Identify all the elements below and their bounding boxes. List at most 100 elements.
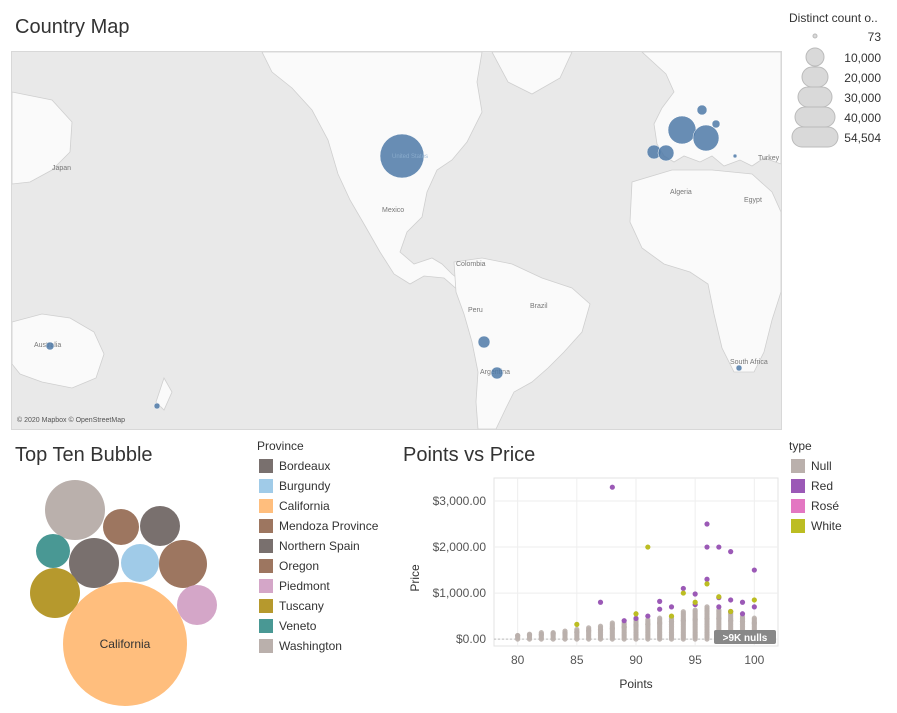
- scatter-point: [562, 630, 568, 636]
- bubble-france[interactable]: [667, 115, 697, 145]
- label-egypt: Egypt: [744, 197, 762, 204]
- scatter-point: [538, 631, 544, 638]
- province-swatch[interactable]: [259, 599, 273, 613]
- province-legend-label[interactable]: Bordeaux: [279, 459, 331, 473]
- asia-landmass: [12, 91, 73, 185]
- scatter-point: [739, 619, 746, 625]
- province-swatch[interactable]: [259, 559, 273, 573]
- province-legend-label[interactable]: California: [279, 499, 330, 513]
- bubble-australia[interactable]: [45, 341, 55, 351]
- province-legend-label[interactable]: Washington: [279, 639, 342, 653]
- scatter-point: [657, 615, 663, 621]
- y-axis-label: Price: [408, 564, 422, 592]
- scatter-point: [621, 624, 627, 630]
- bubble-veneto[interactable]: [36, 534, 70, 568]
- label-turkey: Turkey: [758, 155, 780, 162]
- label-algeria: Algeria: [670, 189, 692, 196]
- bubble-greece[interactable]: [732, 153, 738, 159]
- province-legend-label[interactable]: Mendoza Province: [279, 519, 379, 533]
- map-canvas[interactable]: Japan Mexico Colombia Peru Brazil Austra…: [12, 52, 781, 429]
- size-value-5: 54,504: [844, 131, 881, 145]
- province-swatch[interactable]: [259, 639, 273, 653]
- province-swatch[interactable]: [259, 519, 273, 533]
- bubble-burgundy[interactable]: [121, 544, 159, 582]
- scatter-point: [609, 484, 615, 490]
- scatter-point: [704, 521, 710, 527]
- province-swatch[interactable]: [259, 579, 273, 593]
- x-tick-label: 85: [570, 653, 584, 667]
- scatter-plot[interactable]: 80 85 90 95 100 $0.00 $1,000.00 $2,000.00 $3,000…: [400, 470, 785, 706]
- bubble-oregon[interactable]: [159, 540, 207, 588]
- province-legend-label[interactable]: Veneto: [279, 619, 317, 633]
- bubble-chile[interactable]: [477, 335, 491, 349]
- australia-landmass: [12, 313, 105, 389]
- bubble-austria[interactable]: [711, 119, 721, 129]
- scatter-point: [704, 581, 710, 587]
- scatter-point: [728, 597, 734, 603]
- scatter-point: [586, 628, 592, 634]
- type-legend-label[interactable]: Rosé: [811, 499, 840, 513]
- bubble-new-zealand[interactable]: [153, 402, 161, 410]
- scatter-point: [633, 615, 639, 621]
- bubble-italy[interactable]: [692, 124, 720, 152]
- x-tick-label: 90: [629, 653, 643, 667]
- x-tick-label: 100: [744, 653, 764, 667]
- bubble-washington[interactable]: [45, 480, 105, 540]
- bubble-bordeaux[interactable]: [69, 538, 119, 588]
- type-legend-label[interactable]: White: [811, 519, 842, 533]
- label-japan: Japan: [52, 165, 71, 172]
- province-swatch[interactable]: [259, 459, 273, 473]
- bubble-mendoza-province[interactable]: [103, 509, 139, 545]
- scatter-point: [515, 632, 521, 639]
- new-zealand-landmass: [155, 377, 173, 411]
- bubble-california-label: California: [100, 637, 151, 651]
- type-legend-label[interactable]: Null: [811, 459, 832, 473]
- province-legend-label[interactable]: Oregon: [279, 559, 320, 573]
- scatter-point: [574, 621, 580, 627]
- bubble-chart[interactable]: California: [20, 474, 230, 710]
- y-tick-label: $0.00: [456, 632, 486, 646]
- map-title: Country Map: [15, 16, 130, 38]
- scatter-point: [751, 615, 757, 621]
- province-swatch[interactable]: [259, 619, 273, 633]
- scatter-point: [728, 608, 734, 615]
- scatter-point: [668, 604, 675, 610]
- scatter-point: [704, 576, 710, 582]
- size-value-0: 73: [868, 30, 882, 44]
- label-united-states: United States: [392, 154, 428, 160]
- size-swatch-54504: [791, 126, 839, 148]
- province-legend-label[interactable]: Burgundy: [279, 479, 331, 493]
- scatter-point: [751, 597, 757, 603]
- scatter-point: [739, 611, 746, 617]
- country-map[interactable]: Japan Mexico Colombia Peru Brazil Austra…: [11, 51, 782, 430]
- y-tick-label: $3,000.00: [433, 494, 487, 508]
- bubble-south-africa[interactable]: [735, 364, 743, 372]
- scatter-point: [645, 613, 651, 619]
- bubble-piedmont[interactable]: [177, 585, 217, 625]
- scatter-point: [716, 544, 722, 550]
- size-legend-title: Distinct count o..: [789, 11, 878, 25]
- bubble-tuscany[interactable]: [30, 568, 80, 618]
- size-swatch-20000: [801, 66, 829, 88]
- bubble-spain[interactable]: [657, 144, 675, 162]
- x-tick-label: 95: [688, 653, 702, 667]
- province-swatch[interactable]: [259, 539, 273, 553]
- type-legend-label[interactable]: Red: [811, 479, 834, 493]
- province-legend-label[interactable]: Tuscany: [279, 599, 324, 613]
- bubble-germany[interactable]: [696, 104, 708, 116]
- label-mexico: Mexico: [382, 207, 404, 214]
- type-swatch[interactable]: [791, 459, 805, 473]
- type-swatch[interactable]: [791, 499, 805, 513]
- bubble-california[interactable]: [63, 582, 187, 706]
- scatter-point: [704, 604, 710, 610]
- province-legend-label[interactable]: Piedmont: [279, 579, 330, 593]
- type-swatch[interactable]: [791, 479, 805, 493]
- bubble-argentina[interactable]: [490, 366, 504, 380]
- province-swatch[interactable]: [259, 499, 273, 513]
- type-swatch[interactable]: [791, 519, 805, 533]
- province-legend-label[interactable]: Northern Spain: [279, 539, 360, 553]
- bubble-northern-spain[interactable]: [140, 506, 180, 546]
- province-swatch[interactable]: [259, 479, 273, 493]
- bubble-united-states[interactable]: [379, 133, 425, 179]
- scatter-point: [668, 619, 675, 625]
